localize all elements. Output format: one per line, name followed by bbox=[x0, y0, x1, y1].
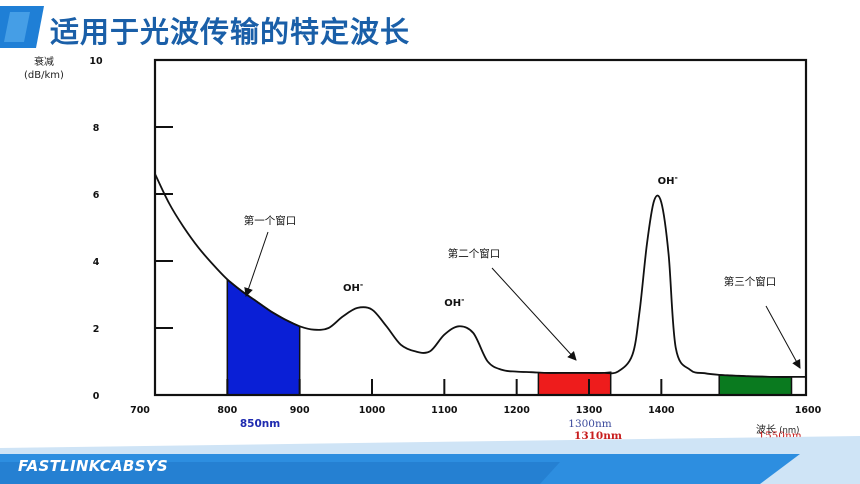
wavelength-label-1300: 1300nm bbox=[568, 418, 611, 430]
x-axis-label: 波长 (nm) bbox=[756, 421, 800, 436]
y-tick-label: 2 bbox=[93, 324, 100, 335]
y-tick-label: 8 bbox=[93, 123, 100, 134]
plot-frame bbox=[153, 58, 808, 397]
attenuation-curve bbox=[154, 173, 806, 378]
window-arrow-1 bbox=[244, 231, 269, 297]
title-bar: 适用于光波传输的特定波长 bbox=[0, 0, 860, 60]
window-arrow-2 bbox=[491, 267, 577, 361]
x-tick-label: 1000 bbox=[359, 405, 386, 416]
x-tick-label: 1200 bbox=[503, 405, 530, 416]
x-tick-label: 1300 bbox=[576, 405, 603, 416]
x-tick-label: 800 bbox=[217, 405, 237, 416]
window-label-2: 第二个窗口 bbox=[448, 247, 501, 260]
x-tick-label: 700 bbox=[130, 405, 150, 416]
x-tick-label: 1600 bbox=[795, 405, 822, 416]
window-label-3: 第三个窗口 bbox=[724, 275, 777, 288]
brand-logo-text: FASTLINKCABSYS bbox=[18, 457, 169, 475]
x-tick-label: 1400 bbox=[648, 405, 675, 416]
oh-annotation-3: OH- bbox=[658, 173, 678, 187]
x-tick-label: 900 bbox=[290, 405, 310, 416]
y-tick-label: 0 bbox=[93, 391, 100, 402]
window-region-3 bbox=[718, 374, 793, 396]
x-axis-unit: (nm) bbox=[779, 426, 800, 436]
oh-annotation-1: OH- bbox=[343, 280, 363, 294]
window-region-1 bbox=[226, 277, 301, 396]
title-accent-icon bbox=[0, 6, 44, 48]
window-label-1: 第一个窗口 bbox=[244, 214, 297, 227]
window-arrow-3 bbox=[765, 305, 801, 369]
window-region-2 bbox=[537, 371, 612, 396]
wavelength-label-1310: 1310nm bbox=[574, 430, 622, 442]
y-axis-unit: (dB/km) bbox=[24, 70, 64, 81]
y-axis-title: 衰减 bbox=[34, 57, 54, 68]
footer-bar bbox=[0, 436, 860, 484]
x-tick-label: 1100 bbox=[431, 405, 458, 416]
y-tick-label: 4 bbox=[93, 257, 100, 268]
x-axis-title: 波长 bbox=[756, 425, 776, 436]
y-axis-label: 衰减 (dB/km) bbox=[20, 56, 68, 82]
y-tick-label: 6 bbox=[93, 190, 100, 201]
wavelength-label-850: 850nm bbox=[240, 418, 280, 430]
oh-annotation-2: OH- bbox=[444, 295, 464, 309]
page-title: 适用于光波传输的特定波长 bbox=[50, 15, 411, 49]
y-tick-label: 10 bbox=[89, 56, 103, 67]
